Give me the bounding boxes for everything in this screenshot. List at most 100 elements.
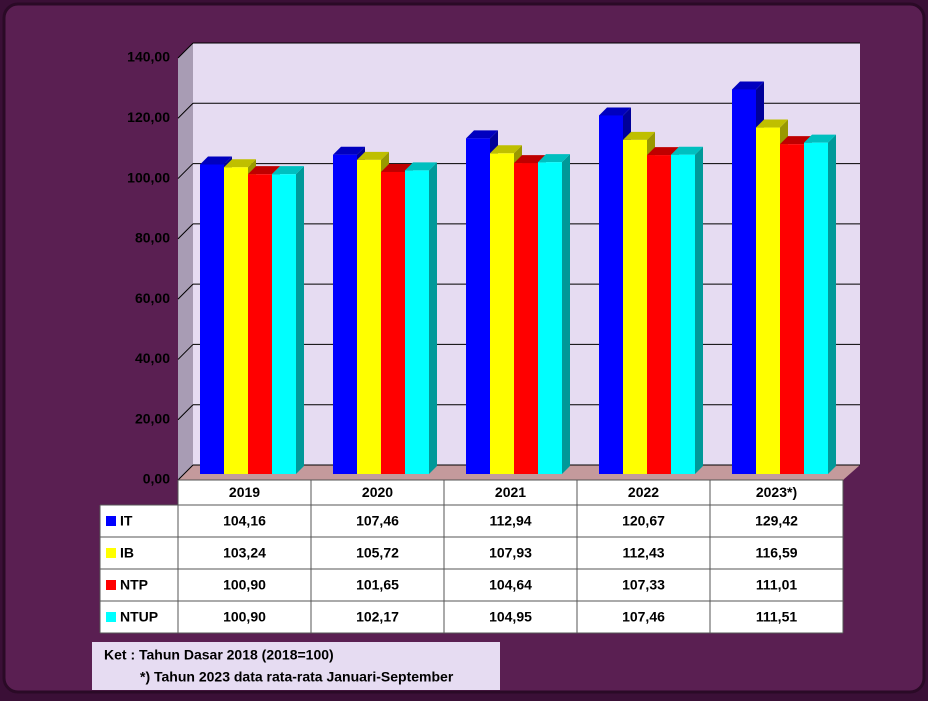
bar-top [756,119,788,128]
bar-top [599,107,631,116]
grid-line [177,464,194,481]
table-cell: 111,51 [756,609,797,625]
note: Ket : Tahun Dasar 2018 (2018=100) [104,647,334,663]
bar [490,153,514,475]
table-cell: 101,65 [356,577,399,593]
bar-top [804,134,836,143]
bar-top [466,130,498,139]
x-tick-label: 2022 [628,484,659,500]
bar [381,171,405,474]
x-tick-label: 2021 [495,484,526,500]
grid-line [177,163,194,179]
legend-label: NTP [120,577,148,593]
table-cell: 102,17 [356,609,399,625]
x-tick-label: 2020 [362,484,393,500]
y-tick-label: 140,00 [127,49,170,65]
bar-top [780,136,812,145]
bar-side [562,154,570,475]
bar [623,139,647,474]
table-cell: 107,93 [489,545,532,561]
table-cell: 112,94 [489,513,531,529]
bar-top [200,156,232,165]
bar-side [429,162,437,474]
bar-side [296,166,304,474]
table-cell: 107,46 [356,513,399,529]
table-cell: 104,95 [489,609,532,625]
table-cell: 120,67 [622,513,665,529]
y-tick-label: 80,00 [135,230,170,246]
note-box [92,642,500,690]
bar [647,155,671,474]
bar-top [357,151,389,160]
bar-top [514,155,546,164]
table-cell: 107,46 [622,609,665,625]
table-cell: 129,42 [755,513,798,529]
x-tick-label: 2019 [229,484,260,500]
table-cell: 100,90 [223,609,266,625]
y-tick-label: 0,00 [143,471,170,487]
legend-swatch [106,580,116,590]
bar-top [623,131,655,140]
bar [732,89,756,474]
bar-side [695,146,703,474]
bar [804,142,828,474]
bar [756,127,780,474]
bar-side [828,134,836,474]
table-cell: 103,24 [223,545,266,561]
bar-top [333,146,365,155]
table-cell: 100,90 [223,577,266,593]
bar [200,164,224,474]
bar-top [405,162,437,171]
bar-top [671,146,703,155]
bar [248,174,272,474]
bar [599,115,623,474]
bar-top [381,163,413,172]
bar [272,174,296,474]
grid-line [177,404,194,421]
side-wall [178,43,193,480]
note: *) Tahun 2023 data rata-rata Januari-Sep… [140,669,454,685]
y-tick-label: 120,00 [127,109,170,125]
bar-top [272,166,304,175]
legend-swatch [106,516,116,526]
table-cell: 112,43 [622,545,664,561]
bar [780,144,804,474]
table-bg [178,480,843,505]
legend-label: IT [120,513,133,529]
bar-top [538,154,570,163]
legend-swatch [106,612,116,622]
grid-line [177,223,194,240]
bar [405,170,429,474]
table-cell: 116,59 [755,545,797,561]
bar-top [647,147,679,156]
bar [357,159,381,474]
bar [333,154,357,474]
y-tick-label: 60,00 [135,290,170,306]
table-cell: 111,01 [756,577,797,593]
legend-swatch [106,548,116,558]
grid-line [177,102,194,119]
bar [671,154,695,474]
legend-label: IB [120,545,134,561]
bar-top [224,159,256,168]
bar-top [732,81,764,90]
table-cell: 107,33 [622,577,665,593]
table-cell: 105,72 [356,545,399,561]
bar [514,163,538,475]
y-tick-label: 100,00 [127,169,170,185]
grid-line [177,42,194,59]
bar [224,167,248,474]
table-cell: 104,64 [489,577,532,593]
bar-top [490,145,522,154]
bar-top [248,166,280,175]
x-tick-label: 2023*) [756,484,797,500]
grid-line [177,344,194,360]
y-tick-label: 20,00 [135,410,170,426]
y-tick-label: 40,00 [135,350,170,366]
grid-line [177,283,194,300]
table-cell: 104,16 [223,513,266,529]
legend-label: NTUP [120,609,158,625]
bar [466,138,490,474]
